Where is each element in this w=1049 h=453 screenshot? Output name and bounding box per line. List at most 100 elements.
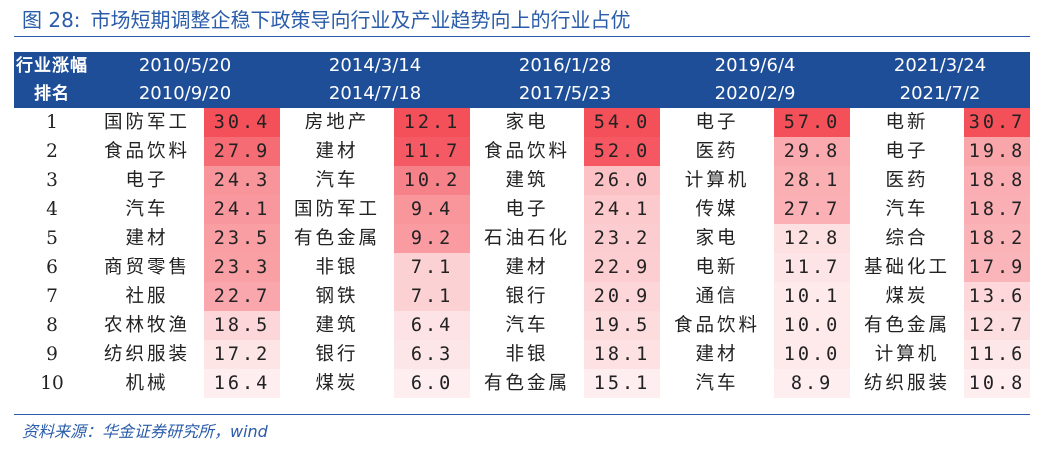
header-row-end: 排名 2010/9/20 2014/7/18 2017/5/23 2020/2/… [14,80,1031,108]
value-cell: 27.7 [774,195,851,224]
value-cell: 17.9 [964,253,1031,282]
value-cell: 29.8 [774,137,851,166]
table-row: 3 电子 24.3 汽车 10.2 建筑 26.0 计算机 28.1 医药 18.8 [14,166,1031,195]
industry-cell: 有色金属 [294,228,381,249]
table-body: 1 国防军工 30.4 房地产 12.1 家电 54.0 电子 57.0 电新 30.7 2 食品饮料 2… [14,108,1031,398]
industry-cell: 建材 [695,344,739,365]
industry-cell: 医药 [885,170,929,191]
value-cell: 20.9 [584,282,661,311]
value-cell: 12.8 [774,224,851,253]
industry-cell: 电子 [505,199,549,220]
value-cell: 12.1 [394,108,471,137]
bottom-rule [14,414,1030,415]
rank-cell: 1 [46,112,58,133]
table-row: 6 商贸零售 23.3 非银 7.1 建材 22.9 电新 11.7 基础化工 17.9 [14,253,1031,282]
period-end-2: 2014/7/18 [280,80,471,108]
rank-cell: 4 [46,199,58,220]
value-cell: 24.3 [204,166,281,195]
value-cell: 6.4 [394,311,471,340]
source-note: 资料来源：华金证券研究所，wind [22,422,268,441]
value-cell: 24.1 [584,195,661,224]
table-row: 4 汽车 24.1 国防军工 9.4 电子 24.1 传媒 27.7 汽车 18.7 [14,195,1031,224]
figure-number: 图 28: [22,8,81,32]
period-start-4: 2019/6/4 [660,52,851,80]
value-cell: 23.5 [204,224,281,253]
industry-cell: 汽车 [505,315,549,336]
industry-cell: 食品饮料 [103,141,190,162]
industry-cell: 有色金属 [484,373,571,394]
value-cell: 12.7 [964,311,1031,340]
industry-cell: 建材 [315,141,359,162]
industry-cell: 钢铁 [315,286,359,307]
industry-cell: 传媒 [695,199,739,220]
rank-cell: 3 [46,170,58,191]
value-cell: 7.1 [394,282,471,311]
figure-title: 图 28: 市场短期调整企稳下政策导向行业及产业趋势向上的行业占优 [22,6,631,34]
industry-cell: 医药 [695,141,739,162]
industry-cell: 纺织服装 [864,373,951,394]
value-cell: 10.8 [964,369,1031,398]
industry-cell: 计算机 [874,344,940,365]
rank-cell: 2 [46,141,58,162]
top-rule [14,36,1030,37]
value-cell: 28.1 [774,166,851,195]
value-cell: 26.0 [584,166,661,195]
rank-cell: 8 [46,315,58,336]
period-end-4: 2020/2/9 [660,80,851,108]
industry-cell: 家电 [505,112,549,133]
value-cell: 23.2 [584,224,661,253]
industry-cell: 建材 [505,257,549,278]
value-cell: 10.0 [774,311,851,340]
value-cell: 52.0 [584,137,661,166]
industry-cell: 建筑 [315,315,359,336]
value-cell: 24.1 [204,195,281,224]
value-cell: 18.2 [964,224,1031,253]
rank-cell: 6 [46,257,58,278]
industry-cell: 综合 [885,228,929,249]
value-cell: 18.1 [584,340,661,369]
value-cell: 18.8 [964,166,1031,195]
value-cell: 16.4 [204,369,281,398]
period-start-1: 2010/5/20 [90,52,281,80]
value-cell: 11.6 [964,340,1031,369]
industry-cell: 汽车 [695,373,739,394]
industry-cell: 建材 [125,228,169,249]
value-cell: 23.3 [204,253,281,282]
value-cell: 11.7 [774,253,851,282]
industry-cell: 房地产 [304,112,370,133]
industry-cell: 通信 [695,286,739,307]
value-cell: 13.6 [964,282,1031,311]
industry-cell: 汽车 [885,199,929,220]
value-cell: 17.2 [204,340,281,369]
period-start-5: 2021/3/24 [850,52,1031,80]
industry-cell: 煤炭 [315,373,359,394]
value-cell: 10.1 [774,282,851,311]
industry-cell: 电新 [885,112,929,133]
corner-bottom-label: 排名 [14,80,90,108]
industry-cell: 非银 [505,344,549,365]
rank-cell: 5 [46,228,58,249]
table-row: 1 国防军工 30.4 房地产 12.1 家电 54.0 电子 57.0 电新 30.7 [14,108,1031,137]
industry-cell: 国防军工 [103,112,190,133]
rank-cell: 10 [40,373,64,394]
value-cell: 7.1 [394,253,471,282]
industry-cell: 电子 [885,141,929,162]
industry-cell: 国防军工 [294,199,381,220]
value-cell: 18.7 [964,195,1031,224]
industry-cell: 纺织服装 [103,344,190,365]
industry-cell: 计算机 [684,170,750,191]
table-row: 9 纺织服装 17.2 银行 6.3 非银 18.1 建材 10.0 计算机 11.6 [14,340,1031,369]
industry-cell: 机械 [125,373,169,394]
rank-cell: 7 [46,286,58,307]
value-cell: 10.2 [394,166,471,195]
value-cell: 10.0 [774,340,851,369]
industry-cell: 社服 [125,286,169,307]
value-cell: 19.5 [584,311,661,340]
value-cell: 30.7 [964,108,1031,137]
ranking-table: 行业涨幅 2010/5/20 2014/3/14 2016/1/28 2019/… [14,52,1031,398]
table-row: 10 机械 16.4 煤炭 6.0 有色金属 15.1 汽车 8.9 纺织服装 10.8 [14,369,1031,398]
value-cell: 27.9 [204,137,281,166]
value-cell: 54.0 [584,108,661,137]
value-cell: 15.1 [584,369,661,398]
table-row: 7 社服 22.7 钢铁 7.1 银行 20.9 通信 10.1 煤炭 13.6 [14,282,1031,311]
